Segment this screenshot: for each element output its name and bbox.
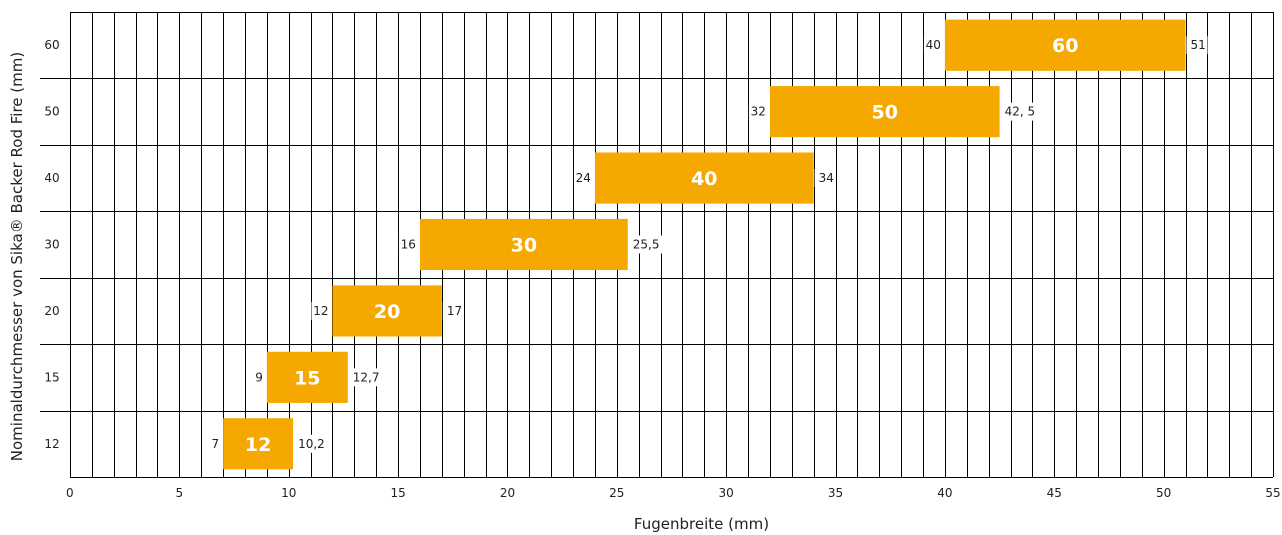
label-backing	[923, 36, 944, 55]
range-bar	[769, 86, 1000, 138]
bar-start-label: 32	[751, 105, 766, 119]
range-bar	[223, 418, 294, 470]
range-bar	[944, 19, 1186, 71]
bar-end-label: 42, 5	[1005, 105, 1036, 119]
label-backing	[348, 368, 385, 387]
label-backing	[398, 235, 419, 254]
range-bar	[419, 218, 628, 271]
label-backing	[294, 434, 331, 453]
x-tick-label: 45	[1047, 486, 1062, 500]
x-tick-label: 20	[500, 486, 515, 500]
bar-end-label: 10,2	[298, 437, 325, 451]
x-tick-label: 55	[1265, 486, 1280, 500]
range-bar	[332, 285, 442, 337]
y-axis-title: Nominaldurchmesser von Sika® Backer Rod …	[8, 52, 26, 461]
range-bar	[266, 351, 348, 403]
y-tick-label: 50	[44, 105, 59, 119]
label-backing	[628, 235, 665, 254]
bars: 12 7 10,2 15 9 12,7 20 12 17 30 16 25,5 40 24 34 50 32 42…	[209, 19, 1208, 470]
bar-end-label: 51	[1191, 38, 1206, 52]
bar-label: 50	[872, 102, 898, 124]
y-tick-labels: 12 15 20 30 40 50 60	[44, 38, 59, 451]
bar-label: 60	[1052, 35, 1078, 57]
x-tick-label: 40	[937, 486, 952, 500]
label-backing	[253, 368, 266, 387]
y-tick-label: 30	[44, 238, 59, 252]
bar-end-label: 34	[819, 171, 834, 185]
x-tick-label: 25	[609, 486, 624, 500]
bar-start-label: 7	[211, 437, 219, 451]
bar-label: 12	[245, 434, 271, 456]
bar-start-label: 16	[401, 238, 416, 252]
range-bar	[594, 152, 814, 204]
y-tick-label: 60	[44, 38, 59, 52]
x-tick-label: 30	[719, 486, 734, 500]
label-backing	[1000, 102, 1045, 121]
bar-label: 30	[511, 235, 537, 257]
bar-start-label: 9	[255, 370, 263, 384]
x-tick-label: 35	[828, 486, 843, 500]
label-backing	[311, 301, 332, 320]
label-backing	[814, 169, 836, 188]
x-tick-label: 15	[390, 486, 405, 500]
x-tick-label: 50	[1156, 486, 1171, 500]
x-tick-label: 10	[281, 486, 296, 500]
bar-start-label: 24	[576, 171, 591, 185]
x-tick-label: 0	[66, 486, 74, 500]
y-tick-label: 40	[44, 171, 59, 185]
bar-end-label: 25,5	[633, 238, 660, 252]
bar-label: 20	[374, 301, 400, 323]
label-backing	[573, 169, 594, 188]
label-backing	[209, 434, 223, 453]
bar-start-label: 12	[313, 304, 328, 318]
x-tick-label: 5	[176, 486, 184, 500]
grid	[40, 12, 1274, 478]
y-tick-label: 12	[44, 437, 59, 451]
label-backing	[442, 301, 464, 320]
bar-label: 40	[691, 168, 717, 190]
x-axis-title: Fugenbreite (mm)	[634, 515, 769, 533]
label-backing	[1186, 36, 1208, 55]
label-backing	[748, 102, 769, 121]
bar-end-label: 17	[447, 304, 462, 318]
y-tick-label: 20	[44, 304, 59, 318]
bar-end-label: 12,7	[353, 370, 380, 384]
bar-start-label: 40	[926, 38, 941, 52]
y-tick-label: 15	[44, 370, 59, 384]
x-tick-labels: 0 5 10 15 20 25 30 35 40 45 50 55	[66, 486, 1281, 500]
bar-label: 15	[294, 367, 320, 389]
